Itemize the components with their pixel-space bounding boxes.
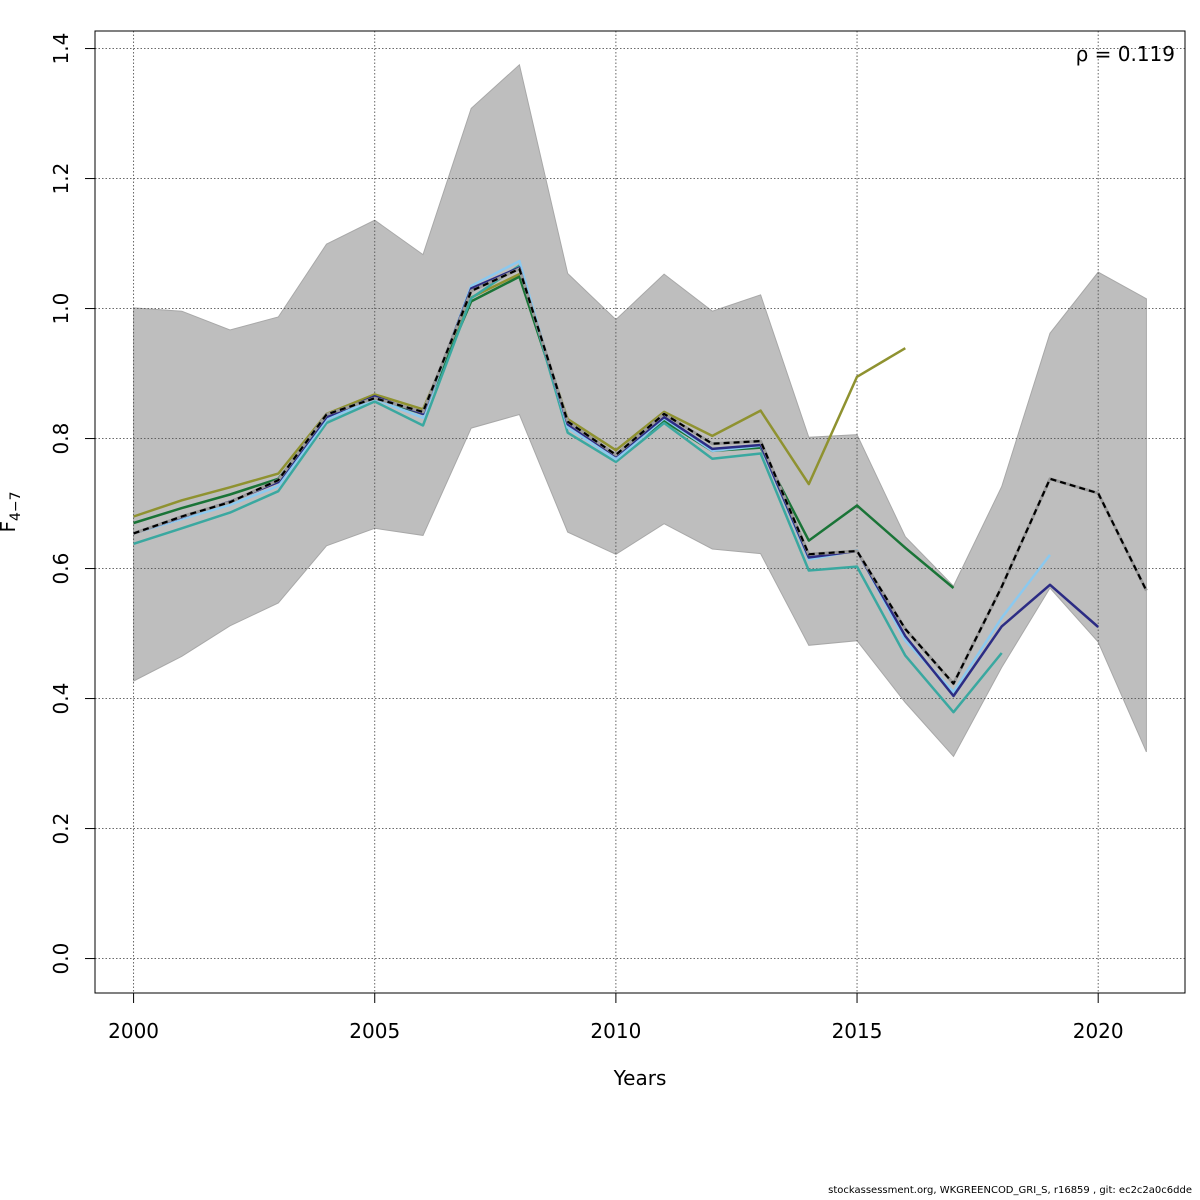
svg-text:F4−7: F4−7 [0, 491, 24, 532]
y-tick-label: 1.2 [49, 163, 73, 195]
confidence-band [133, 63, 1147, 758]
footer-note: stockassessment.org, WKGREENCOD_GRI_S, r… [828, 1185, 1192, 1196]
x-axis-title: Years [613, 1066, 667, 1090]
series-lines [133, 259, 1148, 714]
x-tick-label: 2020 [1073, 1019, 1124, 1043]
series-line-2 [133, 259, 1051, 694]
x-tick-label: 2005 [349, 1019, 400, 1043]
x-tick-label: 2000 [108, 1019, 159, 1043]
series-line-5 [133, 272, 906, 518]
grid [95, 31, 1185, 993]
y-tick-label: 0.4 [49, 683, 73, 715]
y-tick-label: 0.2 [49, 813, 73, 845]
y-axis-title-main: F [0, 521, 20, 533]
confidence-band-area [133, 63, 1147, 758]
axes: 2000 2005 2010 2015 2020 0.0 0.2 0.4 0.6 0.8 1.0 1.… [49, 33, 1124, 1043]
rho-annotation: ρ = 0.119 [1076, 42, 1175, 66]
series-line-3 [133, 264, 1003, 714]
x-tick-label: 2015 [832, 1019, 883, 1043]
y-axis-title-subscript: 4−7 [8, 491, 24, 521]
series-line-0 [133, 267, 1148, 685]
y-tick-label: 1.0 [49, 293, 73, 325]
y-tick-label: 0.6 [49, 553, 73, 585]
y-tick-label: 0.0 [49, 943, 73, 975]
y-axis-title: F4−7 [0, 491, 24, 532]
x-tick-label: 2010 [590, 1019, 641, 1043]
y-tick-label: 1.4 [49, 33, 73, 65]
y-tick-label: 0.8 [49, 423, 73, 455]
